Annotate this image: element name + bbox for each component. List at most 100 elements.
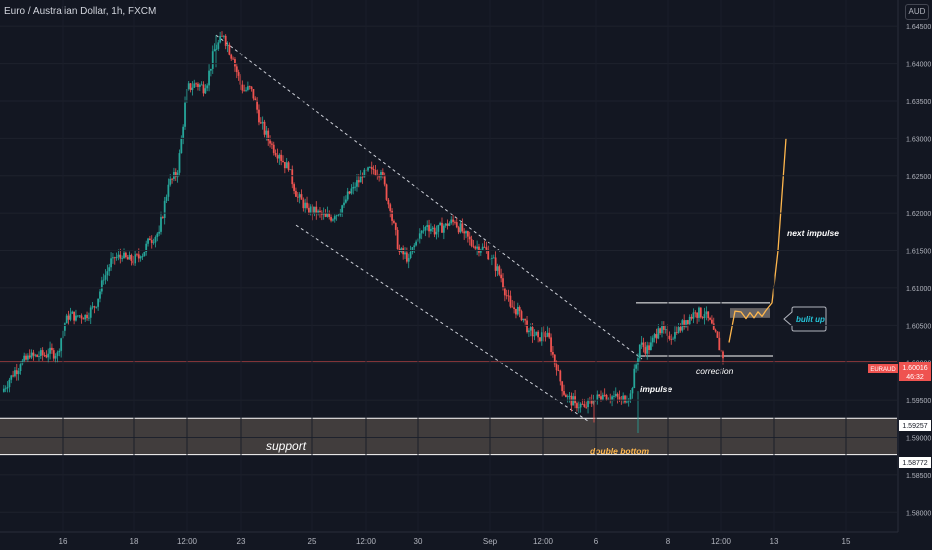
candle-body	[132, 261, 135, 264]
candle-body	[478, 246, 480, 253]
support-top-badge: 1.59257	[899, 420, 931, 431]
last-price-badge-bg	[868, 364, 898, 373]
candle-body	[307, 207, 310, 213]
candle-body	[535, 331, 538, 336]
candle-body	[289, 169, 292, 171]
candle-body	[428, 225, 430, 232]
time-tick-label: 15	[842, 537, 851, 546]
candle-body	[280, 154, 283, 161]
currency-badge[interactable]: AUD	[905, 4, 929, 20]
support-bottom-price: 1.58772	[902, 460, 927, 467]
candle-body	[291, 169, 294, 185]
candle-body	[688, 316, 691, 325]
candle-body	[470, 239, 473, 246]
candle-body	[657, 328, 660, 339]
candle-body	[346, 191, 349, 200]
candle-body	[701, 317, 704, 319]
candle-body	[311, 206, 314, 215]
candle-body	[137, 254, 140, 259]
candle-body	[570, 395, 573, 406]
candle-body	[579, 403, 582, 408]
candle-body	[679, 327, 682, 331]
candle-body	[668, 335, 671, 339]
projection-path	[728, 138, 787, 343]
candle-body	[6, 387, 9, 389]
candle-body	[600, 396, 602, 400]
channel-top-line[interactable]	[215, 34, 643, 360]
candle-body	[276, 155, 279, 159]
candle-body	[348, 191, 351, 194]
support-bottom-badge: 1.58772	[899, 457, 931, 468]
candle-body	[102, 279, 105, 281]
time-tick-label: Sep	[483, 537, 498, 546]
candle-body	[300, 194, 303, 200]
candle-body	[95, 306, 98, 308]
candle-body	[302, 199, 305, 209]
candle-body	[187, 83, 190, 89]
support-top-price: 1.59257	[902, 423, 927, 430]
candle-body	[664, 329, 667, 331]
candle-body	[36, 354, 39, 357]
candle-body	[271, 143, 273, 145]
candle-body	[566, 396, 569, 398]
candle-body	[705, 311, 708, 315]
candle-body	[75, 315, 77, 321]
candle-body	[492, 257, 495, 259]
candle-body	[121, 258, 124, 259]
candle-body	[115, 256, 118, 259]
support-label: support	[266, 439, 307, 453]
candle-body	[315, 206, 318, 214]
candle-body	[215, 48, 218, 50]
candle-body	[213, 49, 216, 52]
channel-bottom-line[interactable]	[295, 224, 589, 422]
candle-body	[100, 280, 103, 292]
price-axis[interactable]: 1.64500 1.64000 1.63500 1.63000 1.62500 1.620…	[0, 24, 931, 517]
candle-body	[154, 236, 157, 243]
candle-body	[659, 328, 662, 334]
candle-body	[356, 180, 358, 187]
candle-body	[648, 345, 650, 351]
candle-body	[581, 403, 584, 405]
candle-body	[461, 223, 464, 232]
time-tick-label: 16	[59, 537, 68, 546]
candle-body	[509, 295, 512, 307]
candle-body	[84, 314, 87, 320]
candle-body	[174, 172, 177, 178]
candle-body	[283, 162, 286, 169]
candle-body	[52, 350, 55, 359]
candle-body	[533, 335, 536, 337]
candle-body	[635, 364, 638, 369]
support-bottom-badge-bg	[899, 457, 931, 468]
candle-body	[616, 393, 619, 397]
candle-body	[637, 358, 639, 365]
time-tick-label: 23	[237, 537, 246, 546]
candle-body	[420, 230, 423, 234]
candle-body	[367, 167, 369, 171]
projection-line[interactable]	[728, 138, 787, 343]
candle-body	[206, 85, 209, 89]
candle-body	[309, 206, 312, 213]
candle-body	[124, 252, 127, 258]
candle-body	[511, 306, 514, 308]
price-tick-label: 1.63000	[906, 136, 931, 143]
price-tick-label: 1.61500	[906, 249, 931, 256]
candle-body	[158, 231, 161, 234]
candle-body	[163, 200, 166, 218]
time-axis[interactable]: 16 18 12:00 23 25 12:00 30 Sep 12:00 6 8 12:00 13 15	[59, 0, 851, 546]
candle-body	[368, 167, 371, 168]
candle-body	[14, 370, 16, 377]
candle-body	[503, 288, 506, 296]
candle-body	[324, 213, 327, 217]
candle-body	[389, 204, 392, 211]
time-tick-label: 13	[770, 537, 779, 546]
candle-body	[572, 396, 575, 406]
candle-body	[474, 246, 477, 249]
candle-body	[198, 84, 201, 87]
candle-body	[611, 396, 613, 400]
candle-body	[459, 223, 462, 233]
time-tick-label: 30	[414, 537, 423, 546]
candle-body	[418, 233, 421, 239]
candle-body	[285, 162, 288, 169]
candle-body	[237, 72, 240, 76]
